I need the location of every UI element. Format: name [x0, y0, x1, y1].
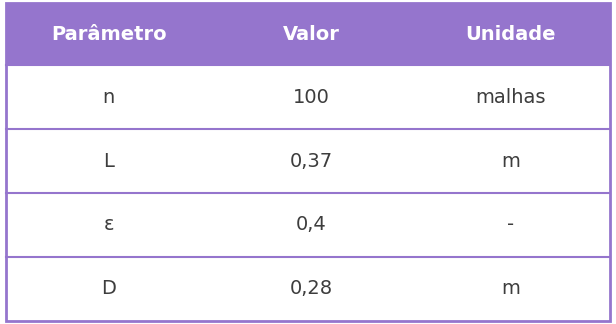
Text: n: n: [103, 87, 115, 107]
Text: L: L: [103, 152, 114, 170]
Text: 0,28: 0,28: [290, 279, 333, 298]
Text: malhas: malhas: [475, 87, 546, 107]
Text: Parâmetro: Parâmetro: [51, 25, 166, 44]
Text: Valor: Valor: [283, 25, 339, 44]
Text: -: -: [507, 215, 514, 234]
Text: m: m: [501, 279, 520, 298]
Text: ε: ε: [103, 215, 114, 234]
Bar: [6, 3, 610, 65]
Text: m: m: [501, 152, 520, 170]
Text: 100: 100: [293, 87, 330, 107]
Text: Unidade: Unidade: [465, 25, 556, 44]
Text: 0,37: 0,37: [290, 152, 333, 170]
Text: D: D: [102, 279, 116, 298]
Text: 0,4: 0,4: [296, 215, 326, 234]
